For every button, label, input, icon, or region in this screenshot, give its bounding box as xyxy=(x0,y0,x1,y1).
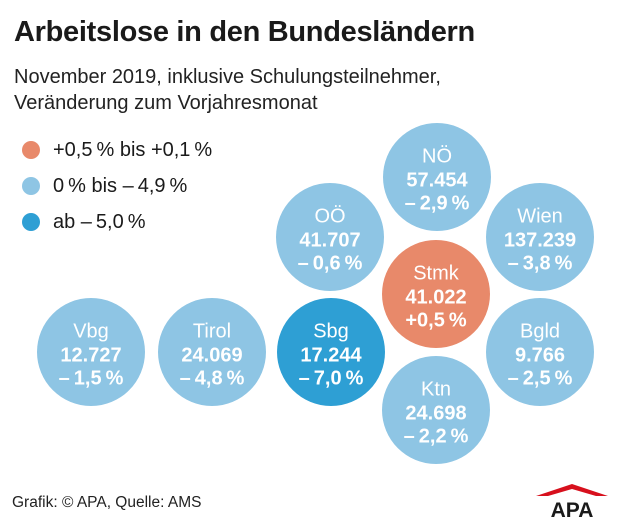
bubble-change-label: – 7,0 % xyxy=(299,367,364,389)
bubble-change-label: – 2,2 % xyxy=(404,425,469,447)
bubble-circle xyxy=(277,298,385,406)
bubble-value-label: 9.766 xyxy=(515,344,565,366)
bubble-change-label: +0,5 % xyxy=(405,309,466,331)
bubble-circle xyxy=(382,240,490,348)
legend-dot-moderate xyxy=(22,177,40,195)
legend-label-moderate: 0 % bis – 4,9 % xyxy=(53,175,188,197)
bubble-change-label: – 2,9 % xyxy=(405,192,470,214)
apa-logo: APA xyxy=(536,484,608,520)
bubble-value-label: 24.069 xyxy=(181,344,242,366)
bubble-state-label: Sbg xyxy=(313,320,349,342)
chart-title: Arbeitslose in den Bundesländern xyxy=(14,16,475,48)
bubble-state-label: OÖ xyxy=(314,205,345,227)
bubble-circle xyxy=(383,123,491,231)
bubble-value-label: 137.239 xyxy=(504,229,576,251)
legend-label-positive: +0,5 % bis +0,1 % xyxy=(53,139,213,161)
subtitle-line-2: Veränderung zum Vorjahresmonat xyxy=(14,92,318,114)
bubble-circle xyxy=(37,298,145,406)
bubble-change-label: – 0,6 % xyxy=(298,252,363,274)
bubble-state-label: Stmk xyxy=(413,262,460,284)
bubble-change-label: – 2,5 % xyxy=(508,367,573,389)
bubble-value-label: 17.244 xyxy=(300,344,362,366)
subtitle-line-1: November 2019, inklusive Schulungsteilne… xyxy=(14,66,441,88)
bubble-value-label: 24.698 xyxy=(405,402,466,424)
bubble-change-label: – 3,8 % xyxy=(508,252,573,274)
legend-label-strong: ab – 5,0 % xyxy=(53,211,146,233)
bubble-value-label: 12.727 xyxy=(60,344,121,366)
apa-logo-text: APA xyxy=(551,499,594,520)
bubble-change-label: – 4,8 % xyxy=(180,367,245,389)
bubble-value-label: 57.454 xyxy=(406,169,468,191)
chart-subtitle: November 2019, inklusive Schulungsteilne… xyxy=(14,64,441,116)
bubble-value-label: 41.707 xyxy=(299,229,360,251)
legend-dot-positive xyxy=(22,141,40,159)
bubble-state-label: NÖ xyxy=(422,145,452,167)
bubble-state-label: Tirol xyxy=(193,320,231,342)
apa-logo-roof xyxy=(536,484,608,496)
bubble-circle xyxy=(276,183,384,291)
legend-dot-strong xyxy=(22,213,40,231)
bubble-state-label: Wien xyxy=(517,205,563,227)
bubble-state-label: Vbg xyxy=(73,320,109,342)
bubble-circle xyxy=(486,298,594,406)
bubble-value-label: 41.022 xyxy=(405,286,466,308)
bubble-state-label: Ktn xyxy=(421,378,451,400)
bubble-circle xyxy=(158,298,266,406)
bubble-state-label: Bgld xyxy=(520,320,560,342)
bubble-circle xyxy=(486,183,594,291)
bubble-change-label: – 1,5 % xyxy=(59,367,124,389)
source-note: Grafik: © APA, Quelle: AMS xyxy=(12,494,202,511)
bubble-circle xyxy=(382,356,490,464)
